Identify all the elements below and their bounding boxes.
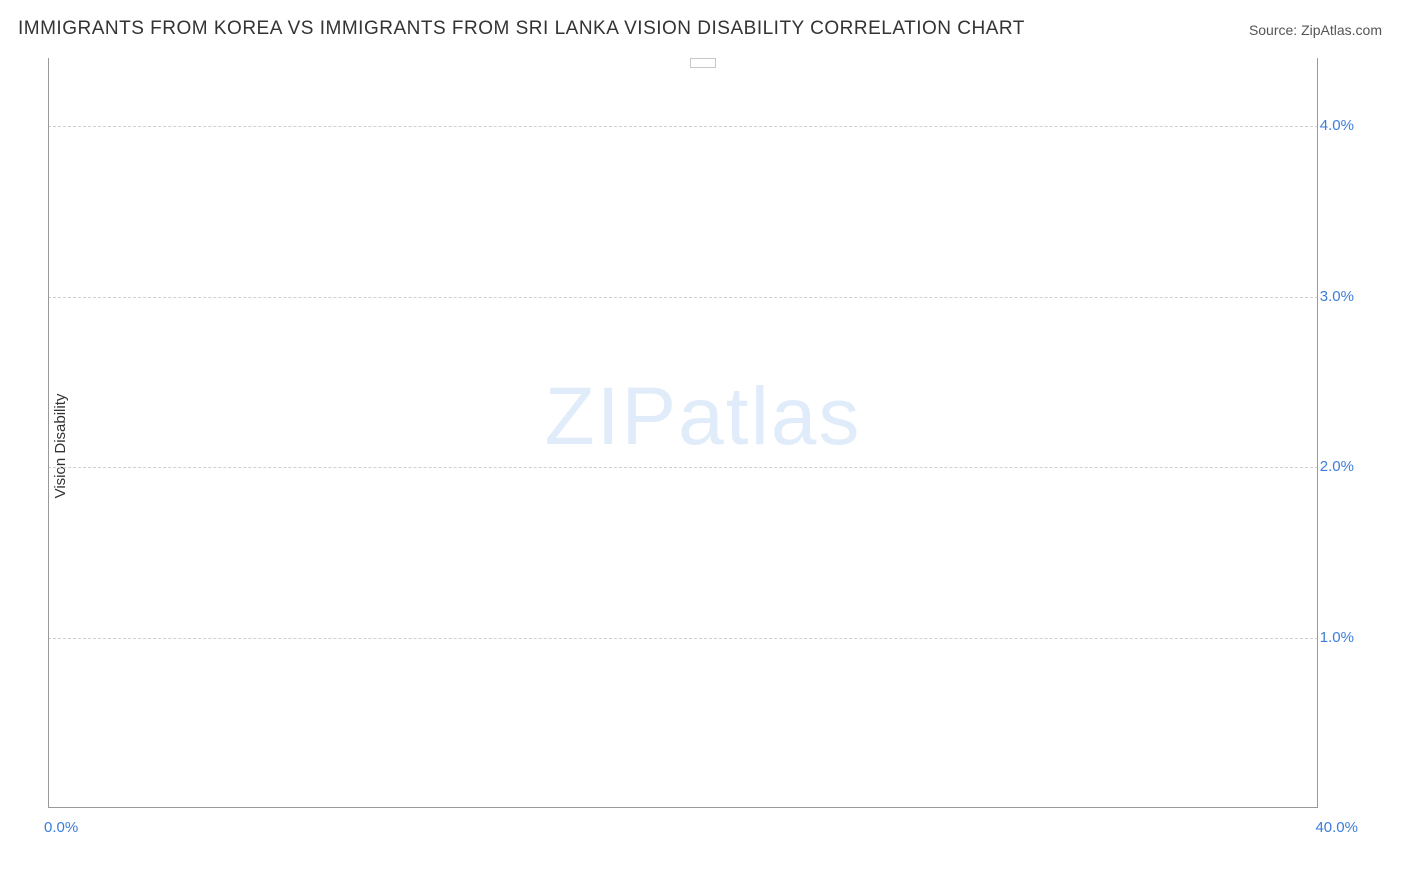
chart-plot-area: ZIPatlas 1.0%2.0%3.0%4.0% 0.0% 40.0% bbox=[48, 58, 1358, 838]
y-axis-tick-label: 3.0% bbox=[1320, 288, 1354, 305]
trend-lines bbox=[48, 58, 1358, 838]
gridline bbox=[48, 297, 1318, 298]
y-axis-line-right bbox=[1317, 58, 1318, 808]
y-axis-tick-label: 2.0% bbox=[1320, 458, 1354, 475]
x-axis-label-min: 0.0% bbox=[44, 819, 78, 836]
watermark: ZIPatlas bbox=[545, 370, 862, 464]
source-label: Source: bbox=[1249, 22, 1297, 38]
gridline bbox=[48, 638, 1318, 639]
watermark-part1: ZIP bbox=[545, 371, 679, 462]
source-link[interactable]: ZipAtlas.com bbox=[1301, 22, 1382, 38]
legend-correlation-box bbox=[690, 58, 716, 68]
y-axis-line bbox=[48, 58, 49, 808]
gridline bbox=[48, 126, 1318, 127]
x-axis-line bbox=[48, 807, 1318, 808]
source-attribution: Source: ZipAtlas.com bbox=[1249, 22, 1382, 38]
y-axis-tick-label: 4.0% bbox=[1320, 117, 1354, 134]
x-axis-label-max: 40.0% bbox=[1315, 819, 1358, 836]
gridline bbox=[48, 467, 1318, 468]
y-axis-tick-label: 1.0% bbox=[1320, 629, 1354, 646]
watermark-part2: atlas bbox=[678, 371, 861, 462]
chart-title: IMMIGRANTS FROM KOREA VS IMMIGRANTS FROM… bbox=[18, 18, 1025, 40]
